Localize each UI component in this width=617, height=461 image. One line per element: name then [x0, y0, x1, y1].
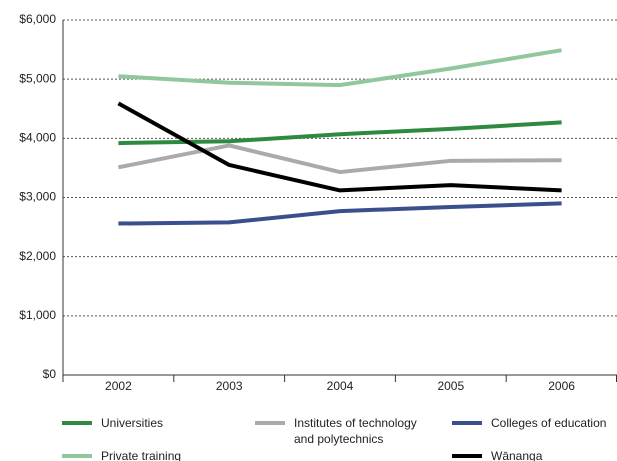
y-tick-label: $4,000 — [19, 131, 56, 145]
chart: $0 $1,000 $2,000 $3,000 $4,000 $5,000 $6,000 20… — [19, 12, 617, 393]
legend-item: Institutes of technology and polytechnic… — [255, 415, 439, 447]
legend-swatch — [62, 421, 92, 425]
series-line — [118, 201, 562, 226]
legend-label: Private training establishments — [101, 449, 182, 461]
legend-swatch — [255, 421, 285, 425]
legend-item: Universities — [62, 415, 246, 431]
x-tick-label: 2004 — [327, 379, 354, 393]
series-line — [118, 120, 562, 146]
x-tick-label: 2006 — [548, 379, 575, 393]
y-tick-label: $6,000 — [19, 12, 56, 26]
series-line — [118, 143, 562, 175]
x-tick-label: 2003 — [216, 379, 243, 393]
series-line — [117, 101, 562, 193]
y-tick-label: $5,000 — [19, 71, 56, 85]
legend-swatch — [452, 454, 482, 458]
legend-item: Private training establishments — [62, 448, 246, 461]
legend-label: Wānanga — [491, 449, 543, 461]
y-tick-label: $3,000 — [19, 190, 56, 204]
legend-item: Colleges of education — [452, 415, 617, 431]
y-tick-label: $0 — [43, 367, 57, 381]
y-tick-label: $1,000 — [19, 308, 56, 322]
y-tick-label: $2,000 — [19, 249, 56, 263]
legend-swatch — [452, 421, 482, 425]
legend-label: Institutes of technology and polytechnic… — [294, 416, 417, 446]
legend-item: Wānanga — [452, 448, 617, 461]
x-tick-label: 2005 — [437, 379, 464, 393]
legend-label: Colleges of education — [491, 416, 607, 430]
series-line — [118, 48, 562, 88]
legend-label: Universities — [101, 416, 164, 430]
legend-swatch — [62, 454, 92, 458]
x-tick-label: 2002 — [105, 379, 132, 393]
